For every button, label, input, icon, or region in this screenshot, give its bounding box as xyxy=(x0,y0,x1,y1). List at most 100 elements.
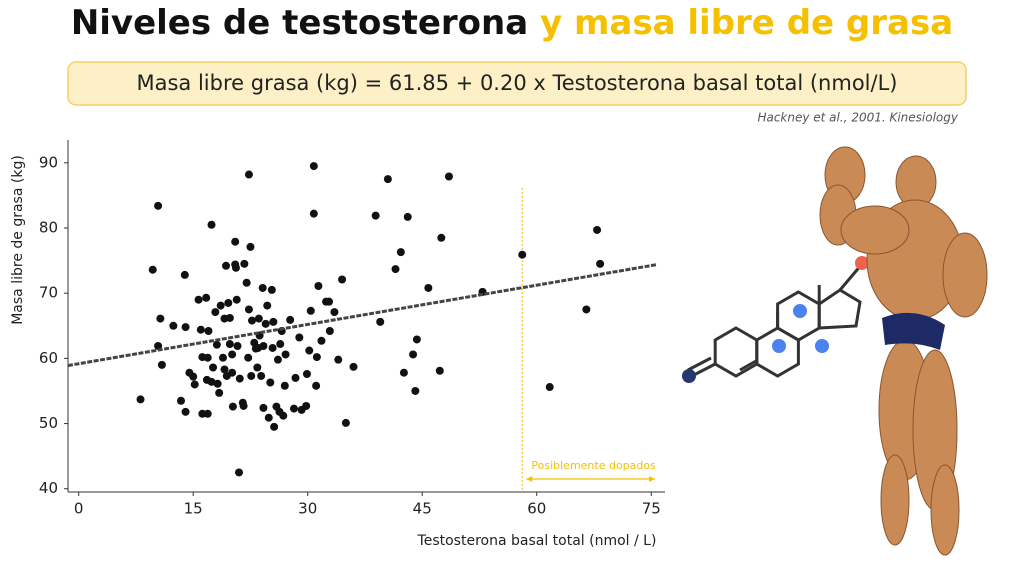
point xyxy=(244,170,253,179)
bodybuilder-illustration xyxy=(819,146,988,556)
annotation: Posiblemente dopados xyxy=(531,459,656,472)
point xyxy=(225,313,234,322)
y-tick-label: 70 xyxy=(39,284,58,302)
point xyxy=(215,388,224,397)
point xyxy=(181,407,190,416)
x-tick-label: 45 xyxy=(413,500,432,518)
y-tick-label: 50 xyxy=(39,414,58,432)
point xyxy=(396,248,405,257)
point xyxy=(203,353,212,362)
point xyxy=(218,353,227,362)
point xyxy=(261,319,270,328)
molecule-atom xyxy=(682,369,696,383)
point xyxy=(204,326,213,335)
point xyxy=(302,401,311,410)
point xyxy=(341,418,350,427)
point xyxy=(435,366,444,375)
point xyxy=(254,314,263,323)
point xyxy=(228,368,237,377)
point xyxy=(286,315,295,324)
point xyxy=(312,353,321,362)
point xyxy=(289,404,298,413)
point xyxy=(312,381,321,390)
point xyxy=(270,422,279,431)
point xyxy=(325,297,334,306)
point xyxy=(231,263,240,272)
point xyxy=(325,326,334,335)
point xyxy=(309,209,318,218)
point xyxy=(276,340,285,349)
point xyxy=(231,237,240,246)
molecule-atom xyxy=(772,339,786,353)
point xyxy=(189,372,198,381)
point xyxy=(180,270,189,279)
point xyxy=(136,395,145,404)
point xyxy=(257,371,266,380)
point xyxy=(209,363,218,372)
point xyxy=(314,282,323,291)
point xyxy=(268,343,277,352)
point xyxy=(202,293,211,302)
equation-banner xyxy=(67,61,967,106)
y-tick-label: 40 xyxy=(39,479,58,497)
point xyxy=(247,316,256,325)
point xyxy=(220,365,229,374)
point xyxy=(247,371,256,380)
point xyxy=(258,283,267,292)
point xyxy=(295,333,304,342)
point xyxy=(264,413,273,422)
point xyxy=(317,336,326,345)
point xyxy=(203,409,212,418)
point xyxy=(281,350,290,359)
point xyxy=(156,314,165,323)
point xyxy=(267,285,276,294)
point xyxy=(291,373,300,382)
molecule-atom xyxy=(793,304,807,318)
point xyxy=(376,317,385,326)
point xyxy=(582,305,591,314)
point xyxy=(228,350,237,359)
point xyxy=(176,396,185,405)
point xyxy=(222,261,231,270)
point xyxy=(235,468,244,477)
point xyxy=(224,298,233,307)
point xyxy=(190,380,199,389)
point xyxy=(225,340,234,349)
title-main: Niveles de testosterona xyxy=(71,3,528,43)
molecule-atom xyxy=(815,339,829,353)
point xyxy=(266,378,275,387)
title-highlight: y masa libre de grasa xyxy=(540,3,953,43)
point xyxy=(403,212,412,221)
point xyxy=(239,401,248,410)
point xyxy=(444,172,453,181)
y-tick-label: 60 xyxy=(39,349,58,367)
point xyxy=(207,220,216,229)
point xyxy=(240,259,249,268)
point xyxy=(207,377,216,386)
point xyxy=(212,340,221,349)
point xyxy=(334,355,343,364)
x-tick-label: 30 xyxy=(298,500,317,518)
point xyxy=(232,295,241,304)
point xyxy=(518,250,527,259)
point xyxy=(157,360,166,369)
x-tick-label: 75 xyxy=(642,500,661,518)
point xyxy=(253,363,262,372)
point xyxy=(273,355,282,364)
point xyxy=(242,278,251,287)
y-tick-label: 90 xyxy=(39,153,58,171)
molecule-atom xyxy=(855,256,869,270)
x-tick-label: 15 xyxy=(184,500,203,518)
x-tick-label: 0 xyxy=(74,500,84,518)
point xyxy=(412,335,421,344)
x-axis-label: Testosterona basal total (nmol / L) xyxy=(417,533,657,549)
point xyxy=(596,259,605,268)
bodybuilder-shorts xyxy=(882,312,945,350)
source: Hackney et al., 2001. Kinesiology xyxy=(757,111,958,125)
point xyxy=(302,370,311,379)
y-tick-label: 80 xyxy=(39,219,58,237)
y-axis-label: Masa libre de grasa (kg) xyxy=(10,155,26,325)
point xyxy=(424,283,433,292)
